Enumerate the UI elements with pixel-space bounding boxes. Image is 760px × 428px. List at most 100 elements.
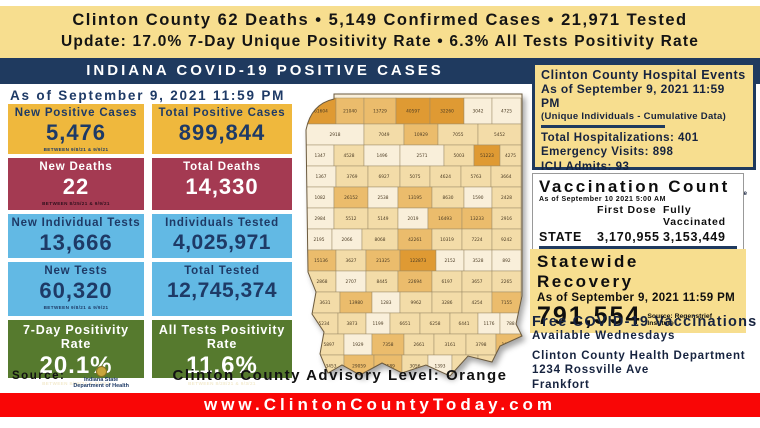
stat-label: 7-Day Positivity Rate bbox=[23, 323, 129, 352]
vaccination-header-fully-vaccinated: Fully Vaccinated bbox=[663, 204, 726, 228]
map-county-value: 51223 bbox=[480, 153, 494, 159]
map-county-value: 5075 bbox=[410, 174, 421, 180]
stat-value: 5,476 bbox=[45, 120, 107, 146]
vaccination-title: Vaccination Count bbox=[539, 177, 730, 196]
map-county-value: 1929 bbox=[353, 342, 364, 348]
map-county-value: 892 bbox=[502, 258, 510, 264]
source-label: Source: bbox=[12, 370, 66, 382]
map-county-value: 16672 bbox=[502, 342, 516, 348]
source-row: Source: Indiana State Department of Heal… bbox=[12, 366, 129, 389]
vaccination-row-state: STATE 3,170,955 3,153,449 bbox=[539, 228, 737, 250]
vaccination-header-spacer bbox=[539, 205, 597, 228]
as-of-date: As of September 9, 2021 11:59 PM bbox=[10, 88, 286, 103]
indiana-county-map: 61604 21040 13729 40597 32260 3042 4725 2918 704… bbox=[296, 84, 530, 382]
map-county-value: 5512 bbox=[346, 216, 357, 222]
stat-value: 22 bbox=[62, 174, 90, 200]
stat-card-new-individual-tests: New Individual Tests 13,666 bbox=[8, 214, 144, 258]
map-county-value: 3631 bbox=[320, 300, 331, 306]
stat-value: 4,025,971 bbox=[173, 231, 271, 255]
isdh-logo-line2: Department of Health bbox=[73, 383, 129, 389]
health-dept-name: Clinton County Health Department bbox=[532, 350, 746, 362]
map-county-value: 13980 bbox=[349, 300, 363, 306]
map-county-value: 2571 bbox=[417, 153, 428, 159]
map-county-value: 788 bbox=[506, 321, 514, 327]
map-county-value: 3528 bbox=[473, 258, 484, 264]
map-county-value: 4275 bbox=[505, 153, 516, 159]
map-county-value: 21040 bbox=[343, 109, 357, 115]
map-county-value: 2918 bbox=[330, 132, 341, 138]
free-vaccinations-line1: Free COVID-19 Vaccinations bbox=[532, 314, 758, 330]
map-county-value: 1082 bbox=[315, 195, 326, 201]
map-county-value: 4528 bbox=[344, 153, 355, 159]
map-county-value: 7358 bbox=[383, 342, 394, 348]
map-county-value: 7224 bbox=[472, 237, 483, 243]
map-county-value: 2019 bbox=[408, 216, 419, 222]
indiana-map-svg: 61604 21040 13729 40597 32260 3042 4725 2918 704… bbox=[305, 93, 523, 377]
map-county-value: 8445 bbox=[377, 279, 388, 285]
stat-label: New Positive Cases bbox=[14, 107, 138, 119]
map-county-value: 61604 bbox=[314, 109, 328, 115]
map-county-value: 2066 bbox=[342, 237, 353, 243]
stat-subnote: BETWEEN 8/28/21 & 9/3/21 bbox=[188, 381, 256, 387]
hospital-stat-emergency-visits: Emergency Visits: 898 bbox=[541, 146, 674, 159]
hospital-stat-icu-admits: ICU Admits: 93 bbox=[541, 160, 630, 173]
map-county-value: 3453 bbox=[326, 364, 337, 370]
map-county-value: 32260 bbox=[440, 109, 454, 115]
map-county-value: 15136 bbox=[314, 258, 328, 264]
banner-line-2: Update: 17.0% 7-Day Unique Positivity Ra… bbox=[60, 33, 700, 50]
stat-card-all-tests-positivity: All Tests Positivity Rate 11.6% BETWEEN … bbox=[152, 320, 292, 386]
map-county-value: 29059 bbox=[352, 364, 366, 370]
stats-middle-column: Total Positive Cases 899,844 Total Death… bbox=[152, 104, 292, 386]
page-title: INDIANA COVID-19 POSITIVE CASES bbox=[86, 62, 444, 79]
map-county-value: 5003 bbox=[454, 153, 465, 159]
map-county bbox=[335, 97, 365, 125]
stat-subnote: BETWEEN 8/28/21 & 9/3/21 bbox=[42, 381, 110, 387]
recovery-title: Statewide Recovery bbox=[537, 252, 639, 291]
recovery-as-of: As of September 9, 2021 11:59 PM bbox=[537, 292, 736, 304]
hospital-as-of: As of September 9, 2021 11:59 PM bbox=[541, 82, 725, 110]
stat-card-new-deaths: New Deaths 22 BETWEEN 8/25/21 & 9/9/21 bbox=[8, 158, 144, 210]
footer-bar: www.ClintonCountyToday.com bbox=[0, 393, 760, 417]
recovery-source: Source: Regenstrief Institute bbox=[647, 313, 712, 327]
stat-card-new-positive-cases: New Positive Cases 5,476 BETWEEN 9/8/21 … bbox=[8, 104, 144, 154]
vaccination-row-name: STATE bbox=[539, 230, 583, 245]
map-county-value: 13233 bbox=[470, 216, 484, 222]
map-county-value: 10319 bbox=[440, 237, 454, 243]
map-county-value: 2868 bbox=[317, 279, 328, 285]
map-county-value: 6258 bbox=[430, 321, 441, 327]
indiana-outline bbox=[305, 93, 523, 377]
map-county-value: 3056 bbox=[410, 364, 421, 370]
stat-label: New Individual Tests bbox=[11, 217, 141, 229]
stat-value: 14,330 bbox=[185, 174, 259, 200]
vaccination-state-fully-vaccinated: 3,153,449 bbox=[663, 230, 726, 245]
map-county-value: 3664 bbox=[501, 174, 512, 180]
site-url[interactable]: www.ClintonCountyToday.com bbox=[203, 395, 557, 414]
map-county-value: 2152 bbox=[445, 258, 456, 264]
map-county-value: 3657 bbox=[472, 279, 483, 285]
stat-subnote: BETWEEN 8/25/21 & 9/9/21 bbox=[42, 201, 110, 207]
map-county-value: 1176 bbox=[484, 321, 495, 327]
stat-card-total-deaths: Total Deaths 14,330 bbox=[152, 158, 292, 210]
advisory-level-text: Clinton County Advisory Level: Orange bbox=[172, 367, 508, 384]
map-county-value: 2428 bbox=[501, 195, 512, 201]
map-county-value: 10929 bbox=[414, 132, 428, 138]
map-county-value: 2984 bbox=[315, 216, 326, 222]
stat-card-total-tested: Total Tested 12,745,374 bbox=[152, 262, 292, 316]
map-county-value: 3627 bbox=[346, 258, 357, 264]
stat-value: 11.6% bbox=[186, 351, 258, 379]
stat-label: New Tests bbox=[44, 265, 108, 277]
map-county-value: 26152 bbox=[344, 195, 358, 201]
map-county-value: 16493 bbox=[438, 216, 452, 222]
map-county-value: 8630 bbox=[443, 195, 454, 201]
isdh-logo-line1: Indiana State bbox=[84, 377, 119, 383]
map-county-layer: 61604 21040 13729 40597 32260 3042 4725 2918 704… bbox=[306, 97, 522, 376]
stat-subnote: BETWEEN 9/8/21 & 9/9/21 bbox=[43, 305, 109, 311]
map-county-value: 3769 bbox=[347, 174, 358, 180]
stat-label: All Tests Positivity Rate bbox=[158, 323, 286, 352]
map-county-value: 3798 bbox=[476, 342, 487, 348]
map-county-value: 3286 bbox=[442, 300, 453, 306]
map-county-value: 1283 bbox=[381, 300, 392, 306]
map-county-value: 7055 bbox=[453, 132, 464, 138]
isdh-logo: Indiana State Department of Health bbox=[73, 366, 129, 389]
map-county-value: 2538 bbox=[378, 195, 389, 201]
